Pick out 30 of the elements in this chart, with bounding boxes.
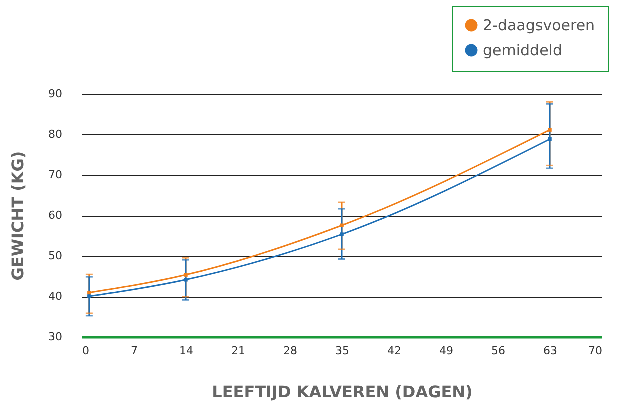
x-tick-label: 63 xyxy=(544,344,558,358)
x-tick-label: 0 xyxy=(82,344,90,358)
legend-label: 2-daagsvoeren xyxy=(483,16,596,34)
y-tick-label: 50 xyxy=(48,250,62,262)
x-tick-label: 14 xyxy=(180,344,194,358)
point xyxy=(340,232,344,236)
x-tick-label: 49 xyxy=(440,344,454,358)
y-tick-label: 40 xyxy=(48,290,62,303)
point xyxy=(548,128,552,132)
x-tick-label: 56 xyxy=(492,344,506,358)
x-tick-label: 28 xyxy=(284,344,298,358)
y-tick-label: 90 xyxy=(48,88,62,100)
point xyxy=(548,137,552,142)
legend-label: gemiddeld xyxy=(483,42,562,60)
point xyxy=(88,294,92,298)
x-tick-label: 7 xyxy=(131,344,138,358)
x-axis-title: LEEFTIJD KALVEREN (DAGEN) xyxy=(212,382,473,402)
point xyxy=(184,278,188,282)
x-tick-label: 35 xyxy=(336,344,350,358)
y-tick-label: 60 xyxy=(48,209,62,222)
y-tick-label: 30 xyxy=(48,330,62,344)
x-tick-label: 70 xyxy=(588,344,602,358)
y-axis-title: GEWICHT (KG) xyxy=(8,151,28,281)
x-tick-label: 21 xyxy=(232,344,246,358)
point xyxy=(88,290,92,295)
y-tick-label: 70 xyxy=(48,168,62,182)
point xyxy=(184,273,188,277)
y-tick-label: 80 xyxy=(48,128,62,141)
x-tick-label: 42 xyxy=(388,344,402,358)
point xyxy=(340,224,344,228)
